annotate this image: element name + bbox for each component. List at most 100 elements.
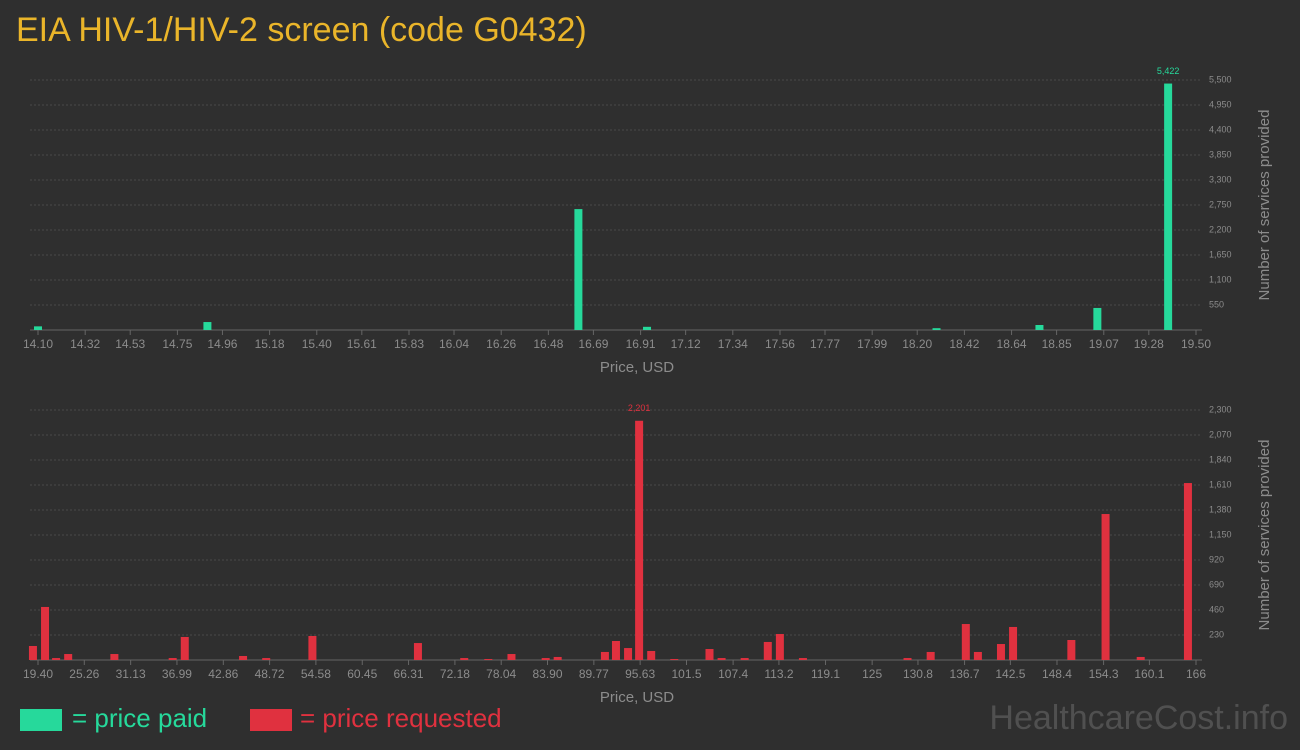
x-tick-label: 89.77 <box>579 667 609 681</box>
bar <box>635 420 644 660</box>
bar <box>168 658 177 660</box>
y-tick-label: 230 <box>1209 629 1224 639</box>
x-tick-label: 148.4 <box>1042 667 1072 681</box>
y-tick-label: 1,100 <box>1209 274 1232 284</box>
bar <box>413 643 422 660</box>
x-tick-label: 42.86 <box>208 667 238 681</box>
x-tick-label: 48.72 <box>255 667 285 681</box>
x-tick-label: 119.1 <box>811 667 840 681</box>
x-tick-label: 19.28 <box>1134 337 1164 351</box>
y-tick-label: 460 <box>1209 604 1224 614</box>
x-tick-label: 36.99 <box>162 667 192 681</box>
bar <box>180 636 189 660</box>
x-tick-label: 16.48 <box>533 337 563 351</box>
y-tick-label: 4,400 <box>1209 124 1232 134</box>
bar <box>624 648 633 660</box>
y-tick-label: 3,850 <box>1209 149 1232 159</box>
y-tick-label: 690 <box>1209 579 1224 589</box>
value-label: 5,422 <box>1157 66 1180 76</box>
x-tick-label: 72.18 <box>440 667 470 681</box>
x-tick-label: 54.58 <box>301 667 331 681</box>
x-tick-label: 136.7 <box>950 667 980 681</box>
bar <box>996 644 1005 660</box>
x-tick-label: 19.07 <box>1089 337 1119 351</box>
bar <box>52 658 61 660</box>
x-axis-label: Price, USD <box>600 359 674 376</box>
x-tick-label: 19.40 <box>23 667 53 681</box>
bar <box>203 322 212 330</box>
x-tick-label: 17.77 <box>810 337 840 351</box>
x-tick-label: 130.8 <box>903 667 933 681</box>
x-tick-label: 160.1 <box>1134 667 1164 681</box>
x-tick-label: 125 <box>862 667 882 681</box>
x-tick-label: 16.04 <box>439 337 469 351</box>
x-tick-label: 16.91 <box>626 337 656 351</box>
x-tick-label: 18.64 <box>997 337 1027 351</box>
bar <box>553 656 562 660</box>
x-tick-label: 154.3 <box>1089 667 1119 681</box>
x-tick-label: 14.75 <box>162 337 192 351</box>
bar <box>973 651 982 660</box>
y-axis-label: Number of services provided <box>1256 440 1273 631</box>
x-tick-label: 142.5 <box>995 667 1025 681</box>
bar <box>705 649 714 660</box>
x-tick-label: 15.40 <box>302 337 332 351</box>
x-tick-label: 78.04 <box>486 667 516 681</box>
bar <box>643 326 652 330</box>
y-axis-label: Number of services provided <box>1256 110 1273 301</box>
bar <box>600 651 609 660</box>
legend-label: = price requested <box>300 703 502 733</box>
x-tick-label: 16.26 <box>486 337 516 351</box>
bar <box>41 606 50 660</box>
bar <box>763 641 772 660</box>
x-tick-label: 18.42 <box>949 337 979 351</box>
bar <box>64 654 73 660</box>
bar <box>28 645 37 660</box>
bar <box>460 658 469 660</box>
bar <box>110 654 119 660</box>
bar <box>262 658 271 660</box>
bar <box>740 658 749 660</box>
y-tick-label: 550 <box>1209 299 1224 309</box>
bar <box>1164 83 1173 330</box>
bar <box>1035 325 1044 330</box>
x-tick-label: 107.4 <box>718 667 748 681</box>
y-tick-label: 3,300 <box>1209 174 1232 184</box>
bar <box>903 658 912 660</box>
y-tick-label: 5,500 <box>1209 74 1232 84</box>
x-tick-label: 31.13 <box>116 667 146 681</box>
x-tick-label: 166 <box>1186 667 1206 681</box>
page-title: EIA HIV-1/HIV-2 screen (code G0432) <box>16 11 587 49</box>
x-tick-label: 25.26 <box>69 667 99 681</box>
bar <box>34 326 42 330</box>
bar <box>574 209 583 330</box>
bar <box>647 650 656 660</box>
x-tick-label: 17.12 <box>671 337 701 351</box>
bar <box>541 658 550 660</box>
watermark: HealthcareCost.info <box>989 699 1288 737</box>
y-tick-label: 4,950 <box>1209 99 1232 109</box>
x-tick-label: 17.34 <box>718 337 748 351</box>
x-tick-label: 18.85 <box>1042 337 1072 351</box>
value-label: 2,201 <box>628 403 651 413</box>
x-tick-label: 17.56 <box>765 337 795 351</box>
bar <box>308 635 317 660</box>
x-tick-label: 14.10 <box>23 337 53 351</box>
bar <box>961 624 970 660</box>
bar <box>484 659 493 660</box>
y-tick-label: 1,650 <box>1209 249 1232 259</box>
bar <box>932 328 941 330</box>
x-tick-label: 60.45 <box>347 667 377 681</box>
x-tick-label: 14.96 <box>207 337 237 351</box>
y-tick-label: 2,750 <box>1209 199 1232 209</box>
bar <box>1093 307 1102 330</box>
y-tick-label: 1,840 <box>1209 454 1232 464</box>
x-tick-label: 83.90 <box>532 667 562 681</box>
bar <box>1183 483 1192 660</box>
x-tick-label: 15.18 <box>255 337 285 351</box>
bar <box>798 658 807 660</box>
bar <box>1009 626 1018 660</box>
bar <box>670 659 679 660</box>
y-tick-label: 1,380 <box>1209 504 1232 514</box>
